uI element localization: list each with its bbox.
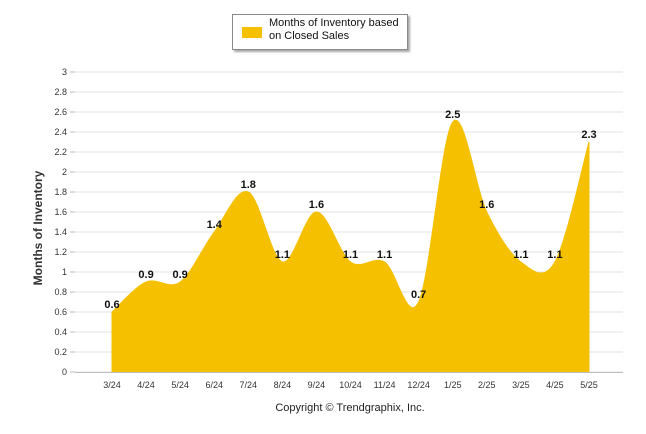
area-fill (111, 119, 590, 373)
data-label: 1.1 (275, 249, 290, 261)
legend-label: Months of Inventory based on Closed Sale… (269, 17, 399, 42)
data-label: 1.1 (547, 249, 562, 261)
x-tick-label: 10/24 (339, 380, 362, 390)
y-tick-label: 1.8 (54, 187, 67, 197)
data-label: 0.9 (138, 269, 153, 281)
y-tick-label: 2.8 (54, 87, 67, 97)
y-tick-label: 1.4 (54, 227, 67, 237)
data-label: 1.6 (309, 199, 324, 211)
x-tick-label: 3/25 (512, 380, 530, 390)
legend: Months of Inventory based on Closed Sale… (232, 14, 408, 50)
x-tick-label: 11/24 (374, 380, 396, 390)
y-tick-label: 2.2 (54, 147, 67, 157)
data-label: 1.6 (479, 199, 494, 211)
y-tick-label: 0 (62, 367, 67, 377)
data-labels: 0.6 0.9 0.9 1.4 1.8 1.1 1.6 1.1 1.1 0.7 2.5 1.6 1.1 1… (104, 109, 596, 311)
data-label: 1.1 (513, 249, 528, 261)
x-tick-label: 4/25 (546, 380, 564, 390)
y-tick-label: 2.4 (54, 127, 67, 137)
y-tick-label: 1.2 (54, 247, 67, 257)
y-axis-ticks: 0 0.2 0.4 0.6 0.8 1 1.2 1.4 1.6 1.8 2 2.2 2.4 2.6 2.8 3 (54, 67, 75, 377)
copyright-text: Copyright © Trendgraphix, Inc. (275, 402, 425, 414)
y-tick-label: 0.8 (54, 287, 67, 297)
x-tick-label: 9/24 (308, 380, 326, 390)
data-label: 1.1 (343, 249, 358, 261)
data-label: 0.7 (411, 289, 426, 301)
y-tick-label: 1.6 (54, 207, 67, 217)
y-tick-label: 0.2 (54, 347, 67, 357)
x-axis-ticks: 3/24 4/24 5/24 6/24 7/24 8/24 9/24 10/24 11/24 12… (103, 380, 598, 390)
x-tick-label: 5/25 (580, 380, 598, 390)
y-tick-label: 3 (62, 67, 67, 77)
data-label: 1.4 (207, 219, 223, 231)
x-tick-label: 12/24 (407, 380, 430, 390)
x-tick-label: 3/24 (103, 380, 121, 390)
y-axis-title: Months of Inventory (31, 170, 45, 285)
data-label: 2.5 (445, 109, 460, 121)
x-tick-label: 7/24 (240, 380, 258, 390)
y-tick-label: 0.4 (54, 327, 67, 337)
x-tick-label: 5/24 (171, 380, 189, 390)
data-label: 2.3 (581, 129, 596, 141)
data-label: 1.1 (377, 249, 392, 261)
x-tick-label: 6/24 (205, 380, 223, 390)
area-series (111, 119, 590, 373)
x-tick-label: 2/25 (478, 380, 496, 390)
data-label: 0.9 (172, 269, 187, 281)
y-tick-label: 2 (62, 167, 67, 177)
legend-swatch (242, 27, 262, 38)
data-label: 0.6 (104, 299, 119, 311)
data-label: 1.8 (241, 179, 256, 191)
x-tick-label: 4/24 (137, 380, 155, 390)
x-tick-label: 8/24 (274, 380, 292, 390)
y-tick-label: 1 (62, 267, 67, 277)
y-tick-label: 2.6 (54, 107, 67, 117)
x-tick-label: 1/25 (444, 380, 462, 390)
y-tick-label: 0.6 (54, 307, 67, 317)
